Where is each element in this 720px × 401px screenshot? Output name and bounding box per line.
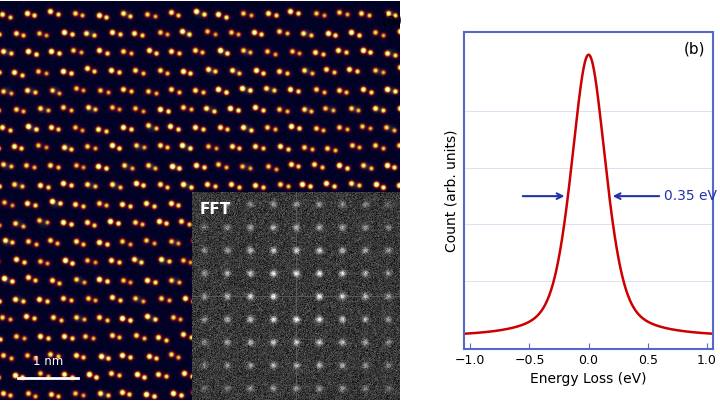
Text: FFT: FFT xyxy=(199,203,231,217)
Text: 1 nm: 1 nm xyxy=(33,355,63,369)
Text: 0.35 eV: 0.35 eV xyxy=(665,189,717,203)
X-axis label: Energy Loss (eV): Energy Loss (eV) xyxy=(531,372,647,386)
Text: (b): (b) xyxy=(684,42,706,57)
Text: (a): (a) xyxy=(382,12,403,27)
Y-axis label: Count (arb. units): Count (arb. units) xyxy=(445,129,459,252)
